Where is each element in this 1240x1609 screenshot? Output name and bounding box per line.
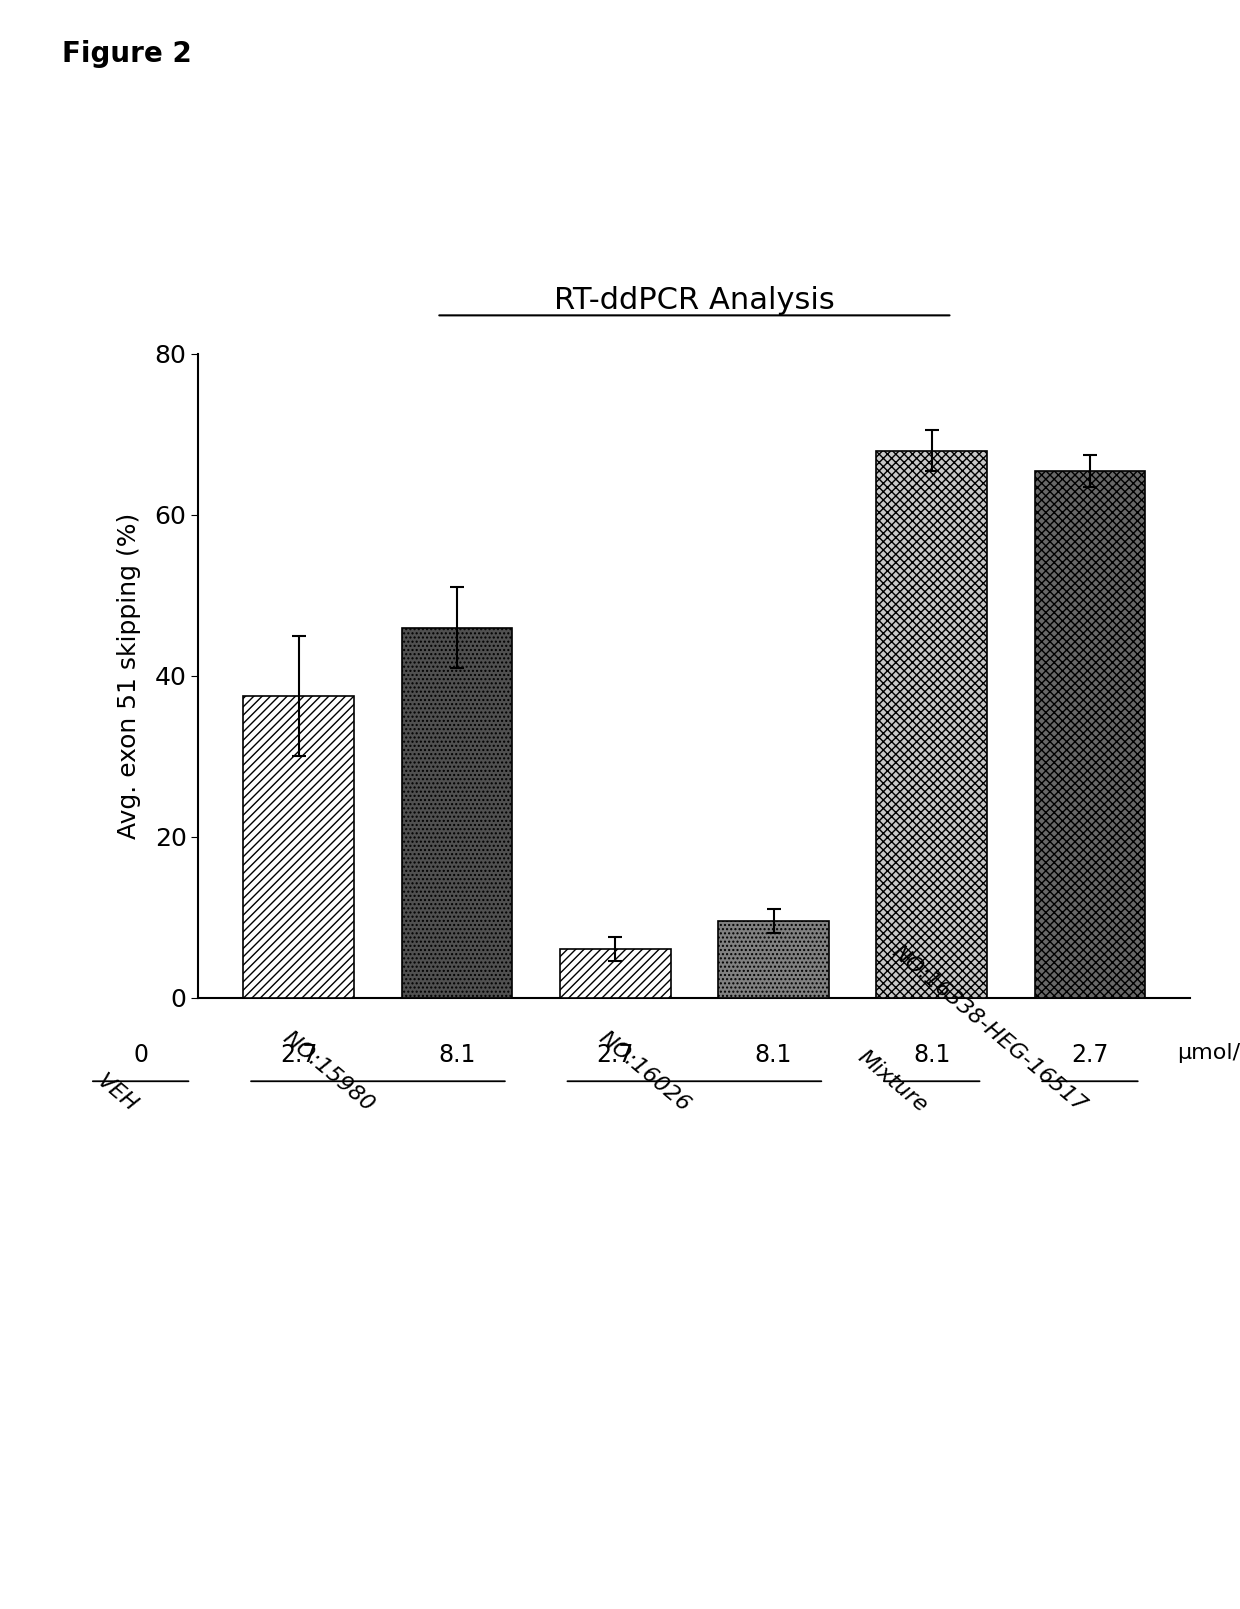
Y-axis label: Avg. exon 51 skipping (%): Avg. exon 51 skipping (%): [117, 513, 141, 838]
Bar: [560, 949, 671, 998]
Text: RT-ddPCR Analysis: RT-ddPCR Analysis: [554, 286, 835, 315]
Text: 8.1: 8.1: [439, 1043, 476, 1067]
Text: 2.7: 2.7: [596, 1043, 634, 1067]
Text: Figure 2: Figure 2: [62, 40, 192, 68]
Text: 8.1: 8.1: [755, 1043, 792, 1067]
Text: NO:16026: NO:16026: [595, 1028, 694, 1117]
Text: Mixture: Mixture: [854, 1046, 931, 1117]
Text: 2.7: 2.7: [280, 1043, 317, 1067]
Text: 2.7: 2.7: [1071, 1043, 1109, 1067]
Bar: [877, 451, 987, 998]
Bar: [718, 920, 828, 998]
Text: 8.1: 8.1: [913, 1043, 950, 1067]
Bar: [402, 628, 512, 998]
Text: 0: 0: [133, 1043, 148, 1067]
Bar: [243, 697, 355, 998]
Bar: [1034, 471, 1146, 998]
Text: NO:16338-HEG-16517: NO:16338-HEG-16517: [888, 941, 1090, 1117]
Text: μmol/kg: μmol/kg: [1177, 1043, 1240, 1062]
Text: NO:15980: NO:15980: [279, 1028, 378, 1117]
Text: VEH: VEH: [93, 1072, 140, 1117]
